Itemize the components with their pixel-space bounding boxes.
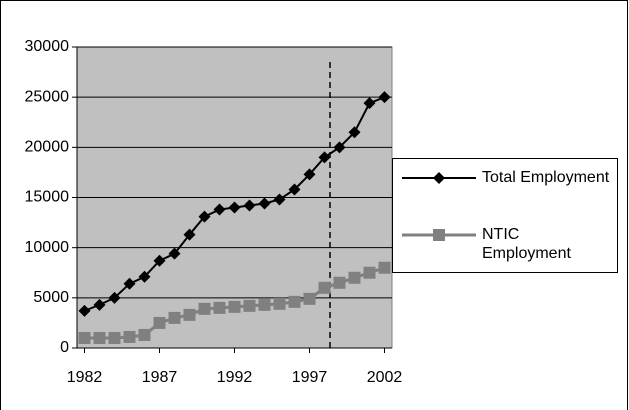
x-tick-label: 1987 xyxy=(142,369,178,386)
x-tick-label: 1997 xyxy=(292,369,328,386)
marker xyxy=(243,299,256,312)
marker xyxy=(198,210,211,223)
marker xyxy=(108,291,121,304)
marker xyxy=(433,172,445,184)
y-tick-label: 15000 xyxy=(25,189,70,206)
marker xyxy=(168,311,181,324)
marker xyxy=(183,308,196,321)
legend-label: NTIC Employment xyxy=(482,226,571,262)
y-tick-label: 30000 xyxy=(25,38,70,55)
marker xyxy=(348,271,361,284)
marker xyxy=(153,254,166,267)
marker xyxy=(258,298,271,311)
legend-label: Total Employment xyxy=(482,169,610,186)
x-tick-label: 2002 xyxy=(367,369,403,386)
x-tick-label: 1982 xyxy=(67,369,103,386)
marker xyxy=(273,297,286,310)
marker xyxy=(93,298,106,311)
marker xyxy=(108,331,121,344)
marker xyxy=(288,295,301,308)
marker xyxy=(138,270,151,283)
marker xyxy=(168,247,181,260)
y-tick-label: 0 xyxy=(60,339,69,356)
marker xyxy=(198,302,211,315)
marker xyxy=(348,126,361,139)
marker xyxy=(333,141,346,154)
marker xyxy=(228,201,241,214)
marker xyxy=(318,281,331,294)
marker xyxy=(433,229,445,241)
marker xyxy=(318,151,331,164)
y-tick-label: 5000 xyxy=(33,289,69,306)
y-tick-label: 20000 xyxy=(25,139,70,156)
marker xyxy=(378,91,391,104)
y-tick-label: 10000 xyxy=(25,239,70,256)
marker xyxy=(123,330,136,343)
marker xyxy=(273,193,286,206)
y-tick-label: 25000 xyxy=(25,88,70,105)
marker xyxy=(138,328,151,341)
marker xyxy=(288,183,301,196)
marker xyxy=(363,97,376,110)
marker xyxy=(378,261,391,274)
marker xyxy=(228,300,241,313)
marker xyxy=(243,199,256,212)
marker xyxy=(183,228,196,241)
marker xyxy=(213,301,226,314)
marker xyxy=(153,316,166,329)
marker xyxy=(363,266,376,279)
marker xyxy=(333,276,346,289)
marker xyxy=(303,292,316,305)
marker xyxy=(258,197,271,210)
marker xyxy=(123,277,136,290)
marker xyxy=(78,304,91,317)
marker xyxy=(93,331,106,344)
marker xyxy=(303,168,316,181)
marker xyxy=(78,331,91,344)
marker xyxy=(213,203,226,216)
x-tick-label: 1992 xyxy=(217,369,253,386)
